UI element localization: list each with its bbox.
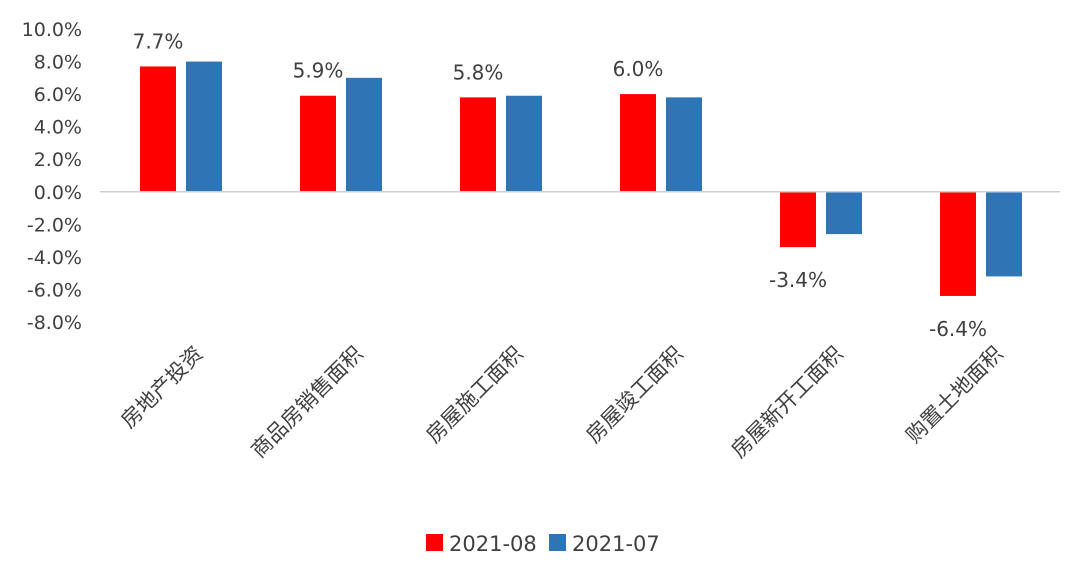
y-tick-label: 6.0% — [34, 84, 82, 106]
legend-label-1: 2021-08 — [449, 532, 537, 556]
data-label: -6.4% — [929, 317, 987, 341]
legend: 2021-08 2021-07 — [426, 532, 660, 556]
bar-series-2 — [186, 61, 222, 192]
y-tick-label: 2.0% — [34, 149, 82, 171]
bar-series-2 — [826, 191, 862, 235]
y-axis: 10.0% 8.0% 6.0% 4.0% 2.0% 0.0% -2.0% -4.0% -6.0%… — [22, 19, 82, 334]
data-label: 5.9% — [293, 59, 344, 83]
x-axis: 房地产投资 商品房销售面积 房屋施工面积 房屋竣工面积 房屋新开工面积 购置土地面积 — [116, 342, 1007, 463]
bars — [140, 61, 1022, 296]
data-label: 6.0% — [613, 57, 664, 81]
legend-swatch-1 — [426, 534, 443, 551]
bar-series-2 — [666, 97, 702, 192]
category-label: 房屋新开工面积 — [727, 342, 848, 463]
bar-series-1 — [300, 95, 336, 192]
data-label: 7.7% — [133, 29, 184, 53]
bar-series-2 — [986, 191, 1022, 277]
data-label: -3.4% — [769, 268, 827, 292]
bar-series-1 — [140, 66, 176, 192]
category-label: 房屋施工面积 — [421, 342, 527, 448]
legend-swatch-2 — [549, 534, 566, 551]
bar-series-2 — [506, 95, 542, 192]
y-tick-label: -6.0% — [27, 279, 82, 301]
y-tick-label: 4.0% — [34, 117, 82, 139]
category-label: 商品房销售面积 — [247, 342, 368, 463]
bar-series-1 — [620, 94, 656, 192]
bar-series-1 — [940, 191, 976, 296]
y-tick-label: -8.0% — [27, 312, 82, 334]
y-tick-label: 8.0% — [34, 52, 82, 74]
data-label: 5.8% — [453, 60, 504, 84]
legend-label-2: 2021-07 — [572, 532, 660, 556]
bar-series-1 — [460, 97, 496, 192]
y-tick-label: -4.0% — [27, 247, 82, 269]
category-label: 购置土地面积 — [901, 342, 1007, 448]
data-labels: 7.7% 5.9% 5.8% 6.0% -3.4% -6.4% — [133, 29, 987, 341]
category-label: 房屋竣工面积 — [581, 342, 687, 448]
y-tick-label: 10.0% — [22, 19, 82, 41]
bar-series-1 — [780, 191, 816, 248]
y-tick-label: 0.0% — [34, 182, 82, 204]
bar-series-2 — [346, 77, 382, 192]
category-label: 房地产投资 — [116, 342, 207, 433]
y-tick-label: -2.0% — [27, 214, 82, 236]
